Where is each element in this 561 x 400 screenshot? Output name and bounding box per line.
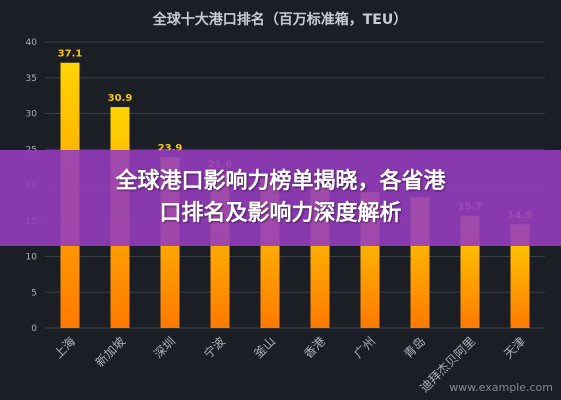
headline-line-1: 全球港口影响力榜单揭晓，各省港 (115, 169, 446, 194)
data-label: 30.9 (108, 93, 133, 104)
x-tick-label: 青岛 (401, 334, 429, 362)
y-tick-label: 0 (31, 324, 37, 334)
y-tick-label: 30 (26, 110, 38, 120)
x-tick-label: 天津 (501, 334, 528, 361)
x-tick-label: 宁波 (201, 334, 229, 362)
headline-banner: 全球港口影响力榜单揭晓，各省港 口排名及影响力深度解析 (0, 150, 561, 246)
chart-title: 全球十大港口排名（百万标准箱，TEU） (152, 11, 407, 28)
y-tick-label: 40 (26, 38, 38, 48)
data-label: 23.9 (158, 143, 183, 154)
x-tick-label: 香港 (301, 334, 328, 361)
x-tick-label: 上海 (51, 334, 79, 362)
x-tick-label: 深圳 (151, 334, 178, 361)
bar (510, 224, 530, 328)
x-tick-label: 釜山 (251, 334, 279, 362)
x-tick-label: 新加坡 (92, 334, 128, 370)
y-tick-label: 5 (31, 288, 37, 298)
headline-line-2: 口排名及影响力深度解析 (159, 201, 402, 226)
y-tick-label: 35 (26, 74, 37, 84)
data-label: 37.1 (58, 49, 83, 60)
watermark: www.example.com (449, 381, 553, 394)
x-tick-label: 广州 (351, 334, 378, 361)
y-tick-label: 10 (26, 253, 38, 263)
